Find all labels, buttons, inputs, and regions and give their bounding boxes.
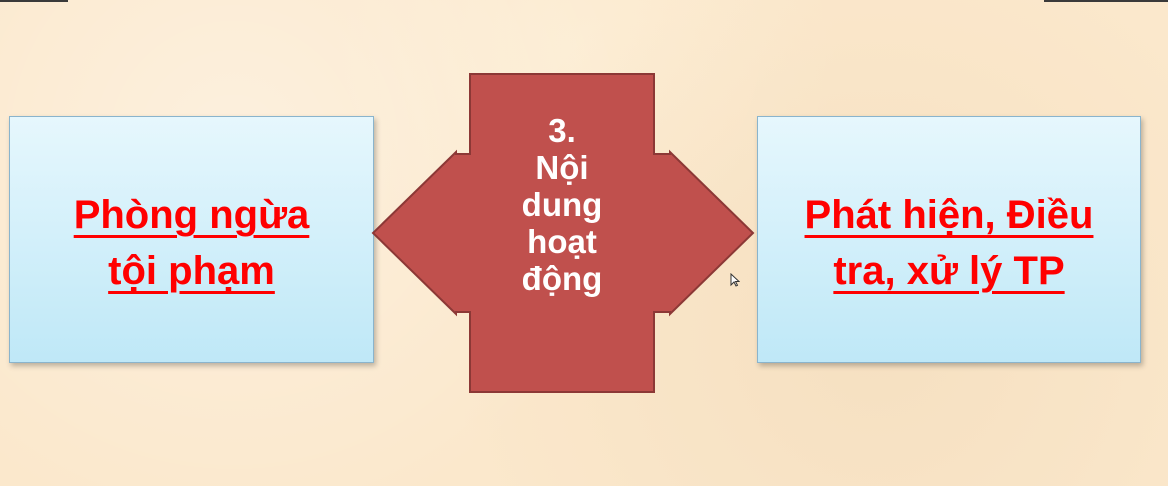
double-arrow-shape [371, 73, 755, 393]
left-box-text: Phòng ngừa tội phạm [10, 187, 373, 299]
top-right-edge [1044, 0, 1168, 2]
center-line-4: hoạt [527, 223, 597, 260]
right-box-line-2: tra, xử lý TP [833, 249, 1065, 293]
right-box-detection: Phát hiện, Điều tra, xử lý TP [757, 116, 1141, 363]
top-left-edge [0, 0, 68, 2]
center-line-3: dung [521, 186, 603, 223]
double-arrow-polygon [371, 73, 755, 393]
left-box-line-2: tội phạm [108, 249, 275, 293]
left-box-line-1: Phòng ngừa [73, 193, 310, 237]
center-line-2: Nội [535, 149, 589, 186]
right-box-text: Phát hiện, Điều tra, xử lý TP [758, 187, 1140, 299]
center-line-1: 3. [548, 112, 576, 149]
mouse-pointer-icon [730, 273, 740, 287]
right-box-line-1: Phát hiện, Điều [804, 193, 1094, 237]
center-arrow-text: 3. Nội dung hoạt động [470, 112, 654, 297]
left-box-prevention: Phòng ngừa tội phạm [9, 116, 374, 363]
center-line-5: động [521, 260, 603, 297]
